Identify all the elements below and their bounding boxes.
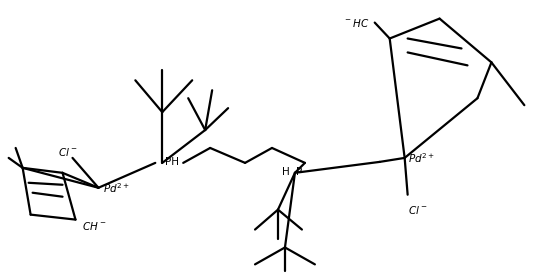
- Text: $Pd^{2+}$: $Pd^{2+}$: [407, 151, 434, 165]
- Text: $Pd^{2+}$: $Pd^{2+}$: [103, 181, 130, 195]
- Text: $Cl^-$: $Cl^-$: [407, 204, 427, 216]
- Text: H: H: [282, 167, 290, 177]
- Text: $Cl^-$: $Cl^-$: [58, 146, 77, 158]
- Text: PH: PH: [165, 157, 179, 167]
- Text: P: P: [296, 167, 302, 177]
- Text: $^-HC$: $^-HC$: [343, 17, 370, 29]
- Text: $CH^-$: $CH^-$: [82, 220, 107, 232]
